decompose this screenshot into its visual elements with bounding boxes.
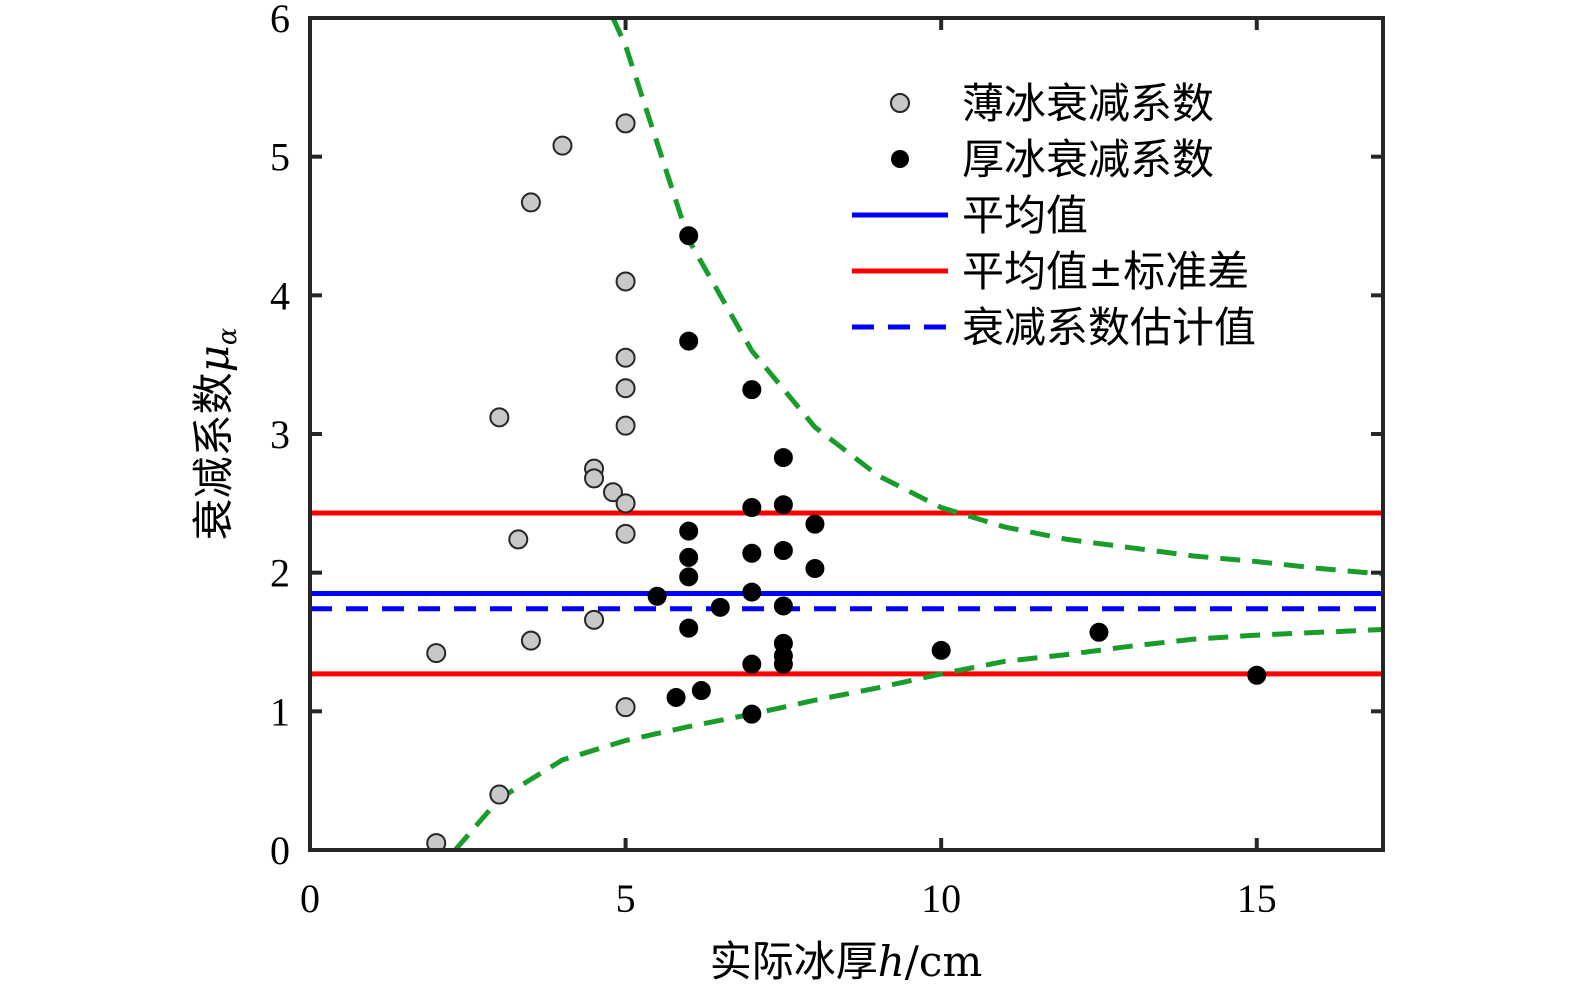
thick-ice-point [679, 547, 699, 567]
thick-ice-point [742, 654, 762, 674]
x-tick-label: 0 [300, 876, 320, 921]
y-tick-label: 4 [270, 273, 290, 318]
thick-ice-point [805, 559, 825, 579]
thick-ice-point [773, 495, 793, 515]
thin-ice-point [426, 643, 447, 664]
y-tick-label: 5 [270, 135, 290, 180]
thick-ice-point [679, 521, 699, 541]
thin-ice-point [615, 523, 636, 544]
thin-ice-point [426, 833, 447, 850]
thick-ice-point [679, 618, 699, 638]
thick-ice-point [742, 497, 762, 517]
thick-ice-point [679, 567, 699, 587]
thick-ice-point [773, 448, 793, 468]
axis-ticks [308, 16, 1383, 852]
plot-background [310, 18, 1383, 850]
thin-ice-point [489, 784, 510, 805]
thick-ice-point [679, 331, 699, 351]
thin-ice-point [615, 493, 636, 514]
thin-ice-point [584, 609, 605, 630]
envelope-lower-curve [453, 627, 1383, 850]
y-tick-label: 0 [270, 828, 290, 873]
thin-ice-point [615, 113, 636, 134]
legend-std-label: 平均值±标准差 [962, 247, 1249, 296]
y-tick-label: 6 [270, 0, 290, 41]
thick-ice-point [773, 654, 793, 674]
x-tick-label: 15 [1237, 876, 1277, 921]
thick-ice-point [742, 380, 762, 400]
envelope-upper-curve [610, 18, 1383, 577]
thick-ice-point [710, 597, 730, 617]
thick-ice-point [805, 514, 825, 534]
legend-thick-label: 厚冰衰减系数 [962, 135, 1214, 184]
thin-ice-point [584, 468, 605, 489]
thick-ice-point [742, 704, 762, 724]
y-tick-label: 1 [270, 689, 290, 734]
x-axis-title: 实际冰厚h/cm [710, 937, 983, 986]
thin-ice-point [615, 347, 636, 368]
thin-ice-point [615, 697, 636, 718]
thin-ice-point [508, 529, 529, 550]
legend-estimate-label: 衰减系数估计值 [962, 303, 1256, 352]
thick-ice-point [1089, 622, 1109, 642]
thin-ice-point [520, 192, 541, 213]
thin-ice-point [615, 415, 636, 436]
thick-ice-point [679, 226, 699, 246]
thick-ice-point [931, 640, 951, 660]
legend-thick-marker [891, 150, 909, 168]
x-tick-label: 10 [921, 876, 961, 921]
thick-ice-point [691, 681, 711, 701]
thick-ice-point [773, 596, 793, 616]
legend-mean-label: 平均值 [962, 191, 1088, 240]
thin-ice-point [602, 482, 623, 503]
thick-ice-point [742, 582, 762, 602]
thin-ice-point [552, 135, 573, 156]
thick-ice-point [647, 586, 667, 606]
thin-ice-point [615, 271, 636, 292]
legend-thin-marker [890, 93, 910, 113]
y-tick-label: 2 [270, 551, 290, 596]
thin-ice-point [520, 630, 541, 651]
thick-ice-point [773, 540, 793, 560]
plot-area [310, 18, 1383, 850]
x-tick-label: 5 [616, 876, 636, 921]
tick-labels: 0 5 10 15 0 1 2 3 4 5 6 [270, 0, 1277, 921]
y-axis-title: 衰减系数μα [189, 327, 243, 540]
thick-ice-point [1247, 665, 1267, 685]
y-tick-label: 3 [270, 412, 290, 457]
legend-thin-label: 薄冰衰减系数 [962, 79, 1214, 128]
thick-ice-point [742, 543, 762, 563]
thin-ice-point [489, 407, 510, 428]
thick-ice-point [666, 687, 686, 707]
thin-ice-point [615, 378, 636, 399]
